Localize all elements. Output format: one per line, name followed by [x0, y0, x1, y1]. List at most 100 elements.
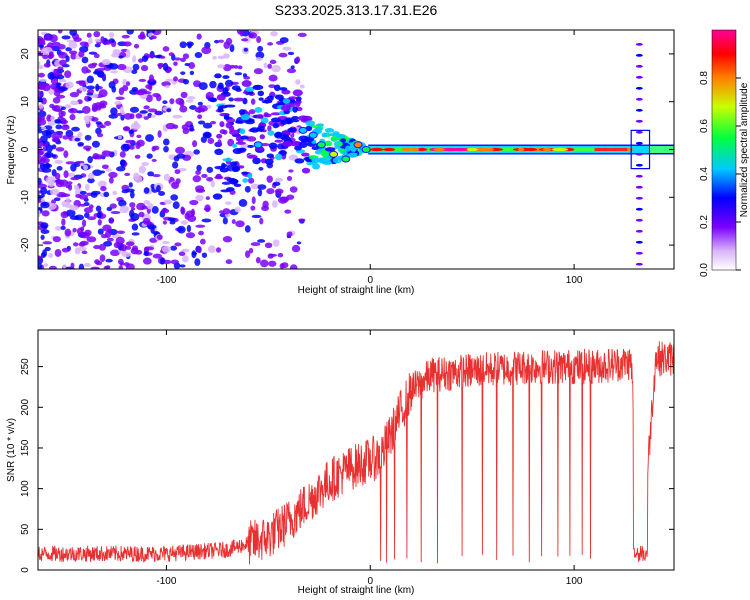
signal-blob — [217, 82, 224, 90]
signal-blob — [256, 114, 264, 119]
noise-blob — [131, 86, 139, 92]
noise-blob — [40, 229, 50, 234]
noise-blob — [59, 51, 64, 56]
noise-blob — [40, 47, 49, 56]
sideband-blob — [635, 240, 643, 244]
noise-blob — [255, 57, 263, 62]
signal-blob — [222, 158, 233, 162]
signal-blob — [294, 145, 302, 151]
sideband-blob — [635, 251, 643, 255]
noise-blob — [68, 50, 78, 55]
noise-blob — [56, 166, 63, 171]
noise-blob — [151, 206, 159, 214]
noise-blob — [138, 78, 147, 82]
noise-blob — [38, 90, 42, 98]
noise-blob — [93, 244, 101, 250]
noise-blob — [267, 125, 272, 132]
noise-blob — [40, 187, 48, 195]
noise-blob — [143, 105, 150, 110]
noise-blob — [161, 245, 172, 253]
signal-blob — [275, 153, 283, 161]
noise-blob — [123, 262, 130, 267]
noise-blob — [258, 166, 264, 171]
noise-blob — [58, 79, 67, 83]
y-tick-label: 150 — [20, 439, 31, 456]
noise-blob — [53, 131, 59, 135]
signal-blob — [305, 120, 316, 127]
noise-blob — [272, 239, 280, 247]
noise-blob — [160, 55, 166, 59]
noise-blob — [210, 120, 217, 125]
signal-blob — [324, 128, 335, 133]
noise-blob — [156, 184, 161, 193]
noise-blob — [229, 64, 236, 69]
noise-blob — [83, 115, 94, 122]
noise-blob — [180, 71, 186, 75]
noise-blob — [198, 230, 204, 236]
noise-blob — [146, 153, 153, 159]
noise-blob — [297, 32, 307, 38]
noise-blob — [99, 100, 108, 107]
noise-blob — [61, 35, 71, 40]
noise-blob — [121, 110, 126, 116]
noise-blob — [269, 59, 277, 65]
noise-blob — [260, 259, 269, 268]
noise-blob — [166, 108, 172, 113]
noise-blob — [201, 252, 208, 258]
noise-blob — [222, 235, 233, 243]
noise-blob — [165, 122, 176, 130]
noise-blob — [125, 188, 135, 193]
noise-blob — [182, 79, 190, 85]
noise-blob — [104, 231, 112, 238]
noise-blob — [63, 150, 69, 159]
noise-blob — [212, 55, 217, 60]
noise-blob — [225, 118, 236, 123]
noise-blob — [52, 97, 61, 104]
noise-blob — [101, 58, 111, 66]
noise-blob — [179, 41, 187, 49]
carrier-peak — [517, 147, 525, 152]
noise-blob — [246, 136, 257, 142]
noise-blob — [61, 201, 67, 207]
noise-blob — [125, 241, 135, 247]
noise-blob — [55, 124, 63, 130]
snr-marks — [38, 341, 674, 565]
colorbar-ticks: 0.0 0.2 0.4 0.6 0.8 — [699, 71, 741, 277]
noise-blob — [51, 144, 57, 150]
noise-blob — [95, 121, 102, 125]
noise-blob — [167, 217, 176, 222]
signal-blob — [288, 96, 298, 100]
signal-blob — [214, 148, 224, 156]
figure-title: S233.2025.313.17.31.E26 — [275, 2, 438, 18]
noise-blob — [129, 190, 135, 199]
noise-blob — [270, 31, 278, 37]
signal-blob — [266, 153, 274, 159]
noise-blob — [125, 139, 135, 144]
noise-blob — [197, 114, 203, 120]
noise-blob — [124, 112, 133, 120]
noise-blob — [113, 241, 122, 249]
noise-blob — [131, 232, 140, 236]
noise-blob — [215, 247, 222, 253]
noise-blob — [290, 65, 295, 69]
noise-blob — [70, 52, 77, 60]
noise-blob — [157, 130, 162, 138]
noise-blob — [150, 35, 157, 40]
noise-blob — [181, 255, 189, 263]
noise-blob — [278, 52, 288, 58]
noise-blob — [194, 51, 203, 59]
signal-blob — [320, 150, 329, 157]
noise-blob — [165, 84, 170, 89]
y-tick-label: 100 — [20, 480, 31, 497]
noise-blob — [214, 39, 220, 44]
x-tick-label: -100 — [156, 275, 176, 286]
colorbar-tick-label: 0.0 — [699, 263, 710, 277]
noise-blob — [201, 46, 212, 55]
signal-blob — [218, 105, 228, 109]
carrier-max — [594, 148, 628, 151]
noise-blob — [279, 37, 289, 44]
carrier-peak — [418, 147, 426, 152]
x-tick-label: -100 — [156, 576, 176, 587]
noise-blob — [103, 191, 110, 198]
